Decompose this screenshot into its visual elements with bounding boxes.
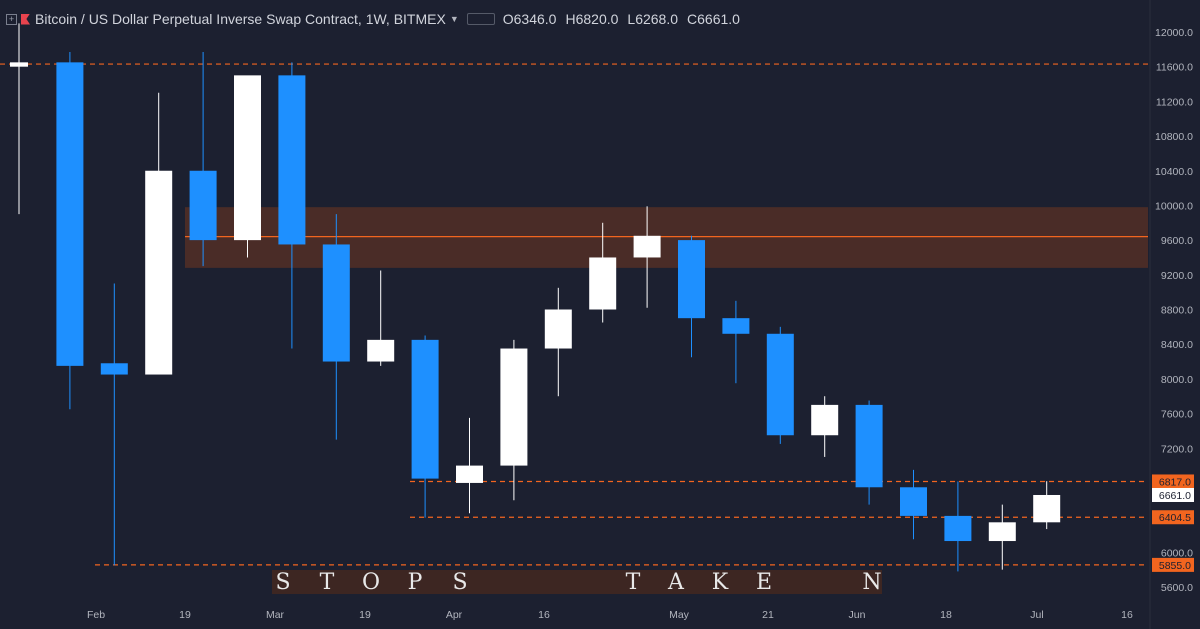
candle-body[interactable] [145,170,173,375]
candle-body[interactable] [988,522,1016,542]
x-tick-label: Feb [87,609,105,621]
candle-body[interactable] [944,515,972,542]
y-tick-label: 12000.0 [1155,27,1193,39]
annotation-letter: A [667,570,685,595]
candle-body[interactable] [633,235,661,258]
candle-body[interactable] [722,318,750,334]
x-tick-label: Apr [446,609,463,621]
y-tick-label: 7200.0 [1161,443,1193,455]
level-price-label: 6404.5 [1159,512,1191,524]
candle-body[interactable] [766,333,794,436]
candle-body[interactable] [100,363,128,375]
candle-body[interactable] [589,257,617,310]
y-tick-label: 8000.0 [1161,374,1193,386]
x-tick-label: Mar [266,609,285,621]
level-price-label: 5855.0 [1159,560,1191,572]
level-price-tag [1152,474,1194,489]
ohlc-low: L6268.0 [627,11,679,27]
y-tick-label: 6000.0 [1161,547,1193,559]
ohlc-high: H6820.0 [565,11,619,27]
last-price-tag [1152,487,1194,502]
x-tick-label: 16 [1121,609,1133,621]
annotation-letter: N [862,570,881,595]
last-price-label: 6661.0 [1159,490,1191,502]
bitmex-flag-icon [21,13,30,25]
ohlc-close: C6661.0 [687,11,740,27]
level-price-tag [1152,510,1194,525]
x-tick-label: 19 [179,609,191,621]
level-price-tag [1152,557,1194,572]
candle-body[interactable] [56,62,84,366]
x-tick-label: 21 [762,609,774,621]
candle-body[interactable] [322,244,350,362]
candle-body[interactable] [855,404,883,488]
x-tick-label: Jul [1030,609,1043,621]
annotation-letter: E [756,570,772,595]
annotation-letter: O [362,570,380,595]
y-tick-label: 11200.0 [1156,96,1193,108]
annotation-letter: K [712,570,729,595]
x-tick-label: 16 [538,609,550,621]
annotation-letter: S [452,570,467,595]
visibility-icon[interactable] [466,13,495,25]
x-tick-label: May [669,609,690,621]
y-tick-label: 8400.0 [1161,339,1193,351]
x-tick-label: Jun [849,609,866,621]
chart-header: + Bitcoin / US Dollar Perpetual Inverse … [6,9,749,29]
chevron-down-icon[interactable]: ▼ [449,14,459,24]
x-tick-label: 18 [940,609,952,621]
y-tick-label: 7600.0 [1161,409,1193,421]
annotation-letter: S [275,570,290,595]
candle-body[interactable] [900,487,927,516]
candle-body[interactable] [367,339,395,362]
y-tick-label: 8800.0 [1161,305,1193,317]
ohlc-open: O6346.0 [502,11,557,27]
y-tick-label: 10400.0 [1155,166,1193,178]
candle-body[interactable] [411,339,439,479]
x-tick-label: 19 [359,609,371,621]
candle-body[interactable] [678,240,705,319]
candle-body[interactable] [189,170,217,241]
stops-taken-box [272,570,882,594]
annotation-letter: T [320,570,335,595]
annotation-letter: P [408,570,423,595]
candle-body[interactable] [544,309,572,349]
y-tick-label: 9600.0 [1161,235,1193,247]
expand-icon[interactable]: + [6,13,17,25]
symbol-title[interactable]: Bitcoin / US Dollar Perpetual Inverse Sw… [35,11,446,27]
annotation-letter: T [626,570,641,595]
candle-body[interactable] [278,75,306,245]
level-price-label: 6817.0 [1159,476,1191,488]
candle-body[interactable] [234,75,261,241]
y-tick-label: 10800.0 [1155,131,1193,143]
candle-body[interactable] [1033,494,1061,523]
candle-body[interactable] [500,348,528,466]
candle-body[interactable] [811,404,839,436]
y-tick-label: 10000.0 [1155,200,1193,212]
candle-body[interactable] [456,465,483,483]
candle-body[interactable] [10,62,28,67]
y-tick-label: 9200.0 [1161,270,1193,282]
y-tick-label: 5600.0 [1161,582,1193,594]
y-tick-label: 11600.0 [1156,62,1193,74]
